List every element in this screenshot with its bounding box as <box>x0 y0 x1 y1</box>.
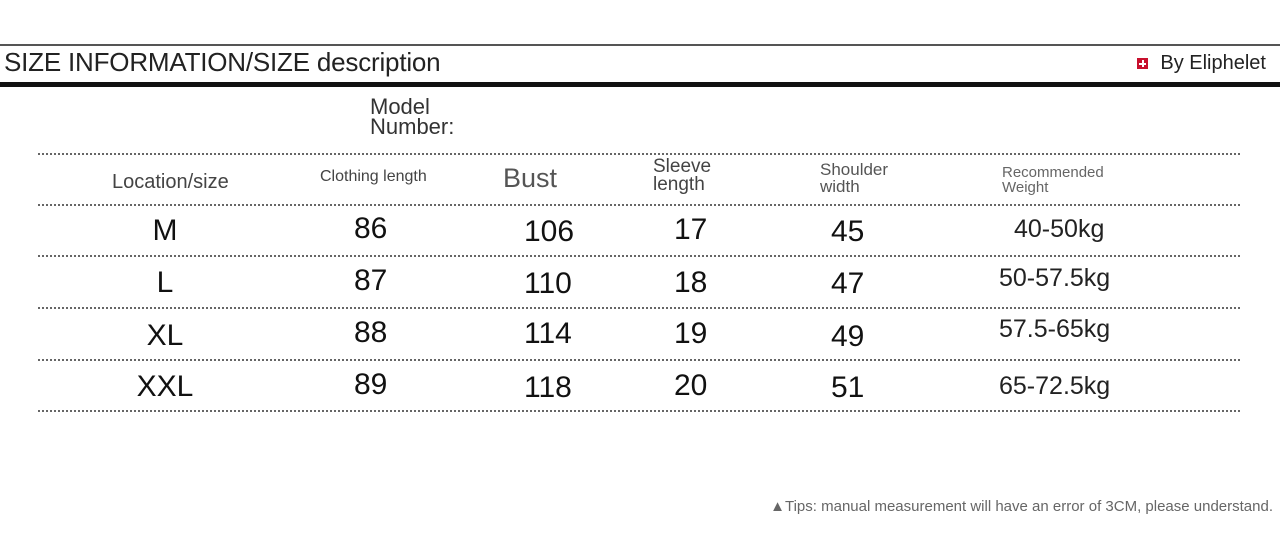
cell-clothing-length: 88 <box>354 316 388 349</box>
swiss-cross-icon <box>1137 58 1149 69</box>
cell-shoulder-width: 49 <box>831 320 865 353</box>
column-header-bust: Bust <box>503 163 558 193</box>
cell-size: XXL <box>136 370 194 403</box>
cell-recommended-weight: 50-57.5kg <box>999 264 1111 292</box>
column-header-shoulder-width: Shoulder width <box>820 160 889 196</box>
column-header-location-size: Location/size <box>112 171 229 193</box>
cell-shoulder-width: 51 <box>831 371 865 404</box>
cell-bust: 118 <box>524 371 572 404</box>
cell-bust: 114 <box>524 317 572 350</box>
cell-size: L <box>156 266 174 299</box>
column-header-clothing-length: Clothing length <box>320 168 427 185</box>
cell-sleeve-length: 19 <box>674 317 708 350</box>
cell-bust: 106 <box>524 215 575 248</box>
table-divider <box>38 359 1240 361</box>
cell-clothing-length: 86 <box>354 212 388 245</box>
table-divider <box>38 410 1240 412</box>
cell-shoulder-width: 45 <box>831 215 865 248</box>
brand: By Eliphelet <box>1137 52 1266 75</box>
header-top-rule <box>0 44 1280 46</box>
column-header-recommended-weight: Recommended Weight <box>1002 164 1104 196</box>
header-bottom-rule <box>0 82 1280 87</box>
page-title: SIZE INFORMATION/SIZE description <box>4 47 441 77</box>
cell-sleeve-length: 20 <box>674 369 708 402</box>
model-number-label: Model Number: <box>370 94 455 139</box>
cell-recommended-weight: 65-72.5kg <box>999 372 1111 400</box>
table-divider <box>38 255 1240 257</box>
cell-recommended-weight: 40-50kg <box>1014 215 1105 243</box>
cell-clothing-length: 87 <box>354 264 388 297</box>
cell-sleeve-length: 18 <box>674 266 708 299</box>
table-divider <box>38 307 1240 309</box>
cell-sleeve-length: 17 <box>674 213 708 246</box>
table-divider <box>38 153 1240 155</box>
brand-name: By Eliphelet <box>1160 52 1266 74</box>
tips-note: ▲Tips: manual measurement will have an e… <box>770 498 1273 515</box>
cell-bust: 110 <box>524 267 572 300</box>
cell-clothing-length: 89 <box>354 368 388 401</box>
cell-size: XL <box>146 319 184 352</box>
cell-shoulder-width: 47 <box>831 267 865 300</box>
cell-size: M <box>152 214 178 247</box>
table-divider <box>38 204 1240 206</box>
cell-recommended-weight: 57.5-65kg <box>999 315 1111 343</box>
column-header-sleeve-length: Sleeve length <box>653 156 712 195</box>
